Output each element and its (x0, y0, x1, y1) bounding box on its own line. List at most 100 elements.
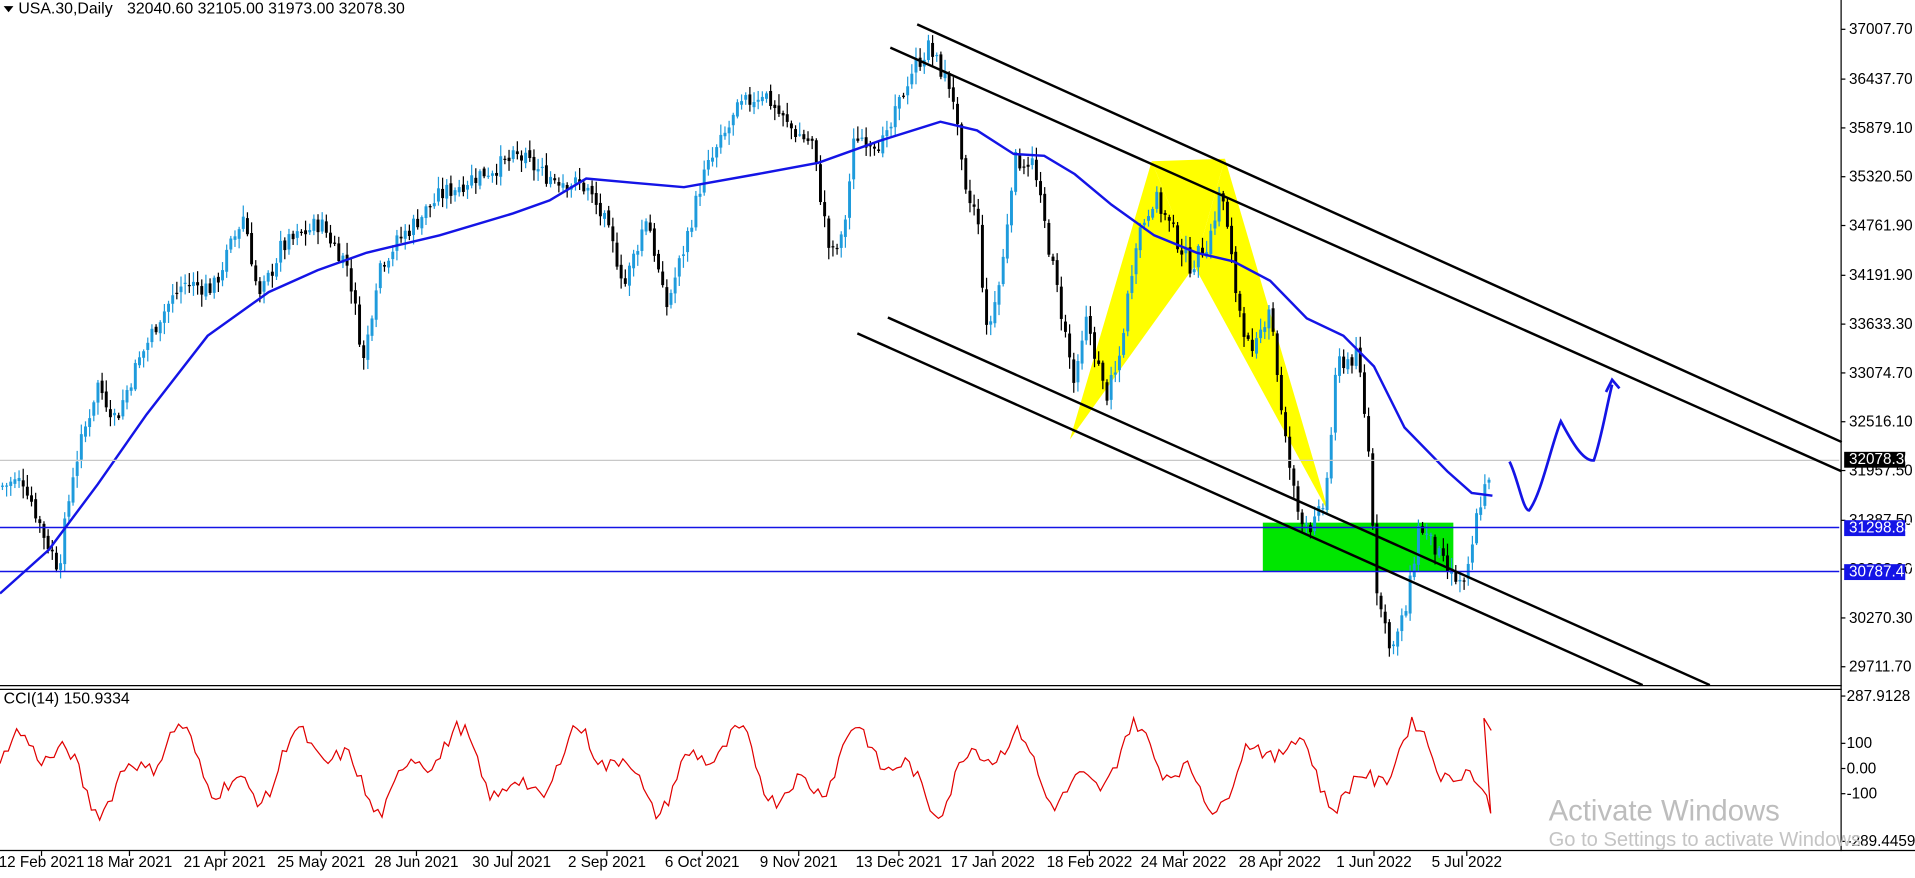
candle-body (482, 168, 486, 177)
candle-body (1255, 338, 1258, 354)
candle-body (1396, 631, 1400, 647)
projection-path[interactable] (1508, 384, 1614, 512)
candle-body (1470, 544, 1474, 563)
candle-body (478, 171, 482, 186)
candle-body (623, 278, 627, 284)
candle-body (324, 221, 328, 233)
candle-body (366, 334, 370, 360)
candle-body (810, 138, 814, 141)
candle-body (79, 434, 83, 460)
cci-pane[interactable] (0, 715, 1492, 822)
candle-body (1151, 208, 1155, 218)
candle-body (241, 216, 245, 229)
candle-body (1412, 563, 1416, 578)
candle-body (1375, 523, 1379, 594)
price-tick-label: 30270.30 (1849, 610, 1913, 627)
candle-body (781, 113, 785, 116)
lower-channel-line[interactable] (887, 316, 1711, 687)
candle-body (1408, 575, 1412, 614)
candle-body (1462, 580, 1466, 582)
candle-body (964, 158, 968, 190)
candle-body (441, 188, 445, 199)
candle-body (59, 563, 63, 570)
candle-body (540, 166, 544, 169)
candle-body (250, 233, 254, 265)
candle-body (956, 103, 959, 125)
candle-body (715, 147, 719, 158)
candle-body (38, 519, 42, 524)
candle-body (187, 284, 191, 287)
candle-body (150, 328, 154, 343)
candle-body (1001, 256, 1005, 285)
candle-body (54, 552, 58, 570)
candle-body (503, 158, 507, 160)
candle-body (1010, 190, 1013, 226)
candle-body (162, 311, 166, 323)
candle-body (1059, 286, 1063, 319)
date-tick-label: 18 Feb 2022 (1047, 854, 1133, 871)
upper-channel-line[interactable] (916, 23, 1843, 444)
candle-body (511, 150, 515, 159)
date-axis[interactable]: 12 Feb 2021 18 Mar 2021 21 Apr 2021 25 May … (0, 851, 1502, 871)
candlestick-series (0, 34, 1491, 657)
cci-tick-label: 100 (1847, 735, 1872, 752)
upper-channel-line-inner[interactable] (889, 46, 1843, 473)
candle-body (860, 137, 864, 139)
candle-body (856, 138, 860, 141)
candle-body (424, 206, 428, 219)
candle-body (574, 177, 577, 184)
candle-body (1155, 191, 1159, 209)
candle-body (474, 177, 478, 184)
candle-body (179, 286, 183, 293)
candle-body (138, 357, 141, 366)
candle-body (1163, 213, 1167, 215)
candle-body (1296, 486, 1300, 512)
candle-body (698, 193, 702, 197)
candle-body (237, 229, 241, 239)
candle-body (694, 195, 698, 228)
cci-axis[interactable]: 287.9128 100 0.00 -100 -289.4459 (1840, 688, 1915, 850)
candle-body (590, 185, 594, 195)
candle-body (108, 409, 112, 418)
candle-body (1354, 349, 1358, 366)
lower-channel-line-inner[interactable] (856, 332, 1644, 687)
candle-body (848, 181, 852, 218)
ohlc-values: 32040.60 32105.00 31973.00 32078.30 (127, 0, 405, 17)
candle-body (1358, 347, 1362, 373)
cci-line (0, 715, 1492, 822)
price-pane[interactable] (0, 23, 1843, 687)
candle-body (536, 169, 540, 172)
candle-body (711, 157, 714, 162)
candle-body (690, 227, 694, 232)
candle-body (258, 281, 262, 295)
candle-body (939, 54, 943, 77)
candle-body (740, 101, 744, 105)
collapse-triangle-icon[interactable] (3, 6, 14, 13)
candle-body (1088, 315, 1092, 334)
candle-body (1479, 507, 1483, 515)
candle-body (1022, 166, 1026, 168)
candle-body (1167, 217, 1171, 221)
candle-body (387, 260, 391, 268)
candle-body (341, 255, 345, 264)
candle-body (470, 175, 474, 186)
candle-body (412, 218, 415, 236)
price-axis[interactable]: 37007.70 36437.70 35879.10 35320.50 34761.90… (1840, 21, 1913, 676)
candle-body (881, 135, 885, 154)
candle-body (748, 94, 752, 105)
candle-body (852, 138, 856, 180)
candle-body (92, 402, 96, 416)
candle-body (121, 400, 125, 417)
candle-body (1047, 222, 1051, 255)
candle-body (868, 145, 872, 147)
candle-body (1176, 225, 1180, 250)
candle-body (582, 182, 586, 192)
candle-body (266, 272, 270, 282)
date-tick-label: 1 Jun 2022 (1336, 854, 1411, 871)
price-tick-label: 32516.10 (1849, 414, 1913, 431)
candle-body (648, 222, 652, 231)
candle-body (976, 208, 980, 225)
candle-body (798, 134, 802, 136)
